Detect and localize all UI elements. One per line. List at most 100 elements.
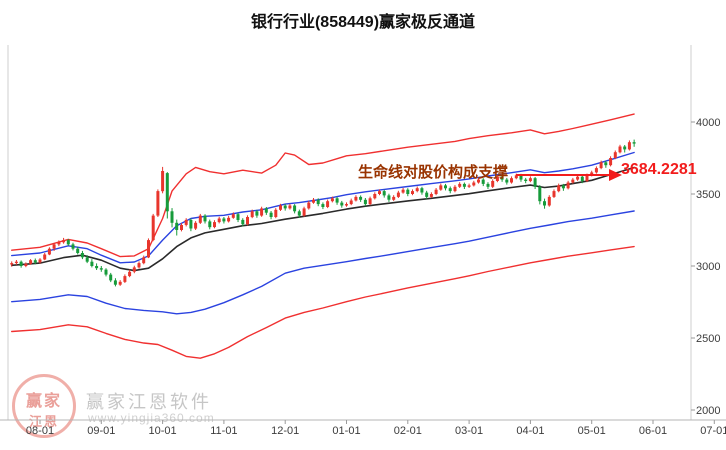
x-tick-label: 06-01 [639, 425, 667, 437]
candle-body [359, 196, 363, 200]
candle-body [552, 191, 556, 197]
candle-body [47, 248, 51, 255]
x-tick-label: 07-01 [700, 425, 726, 437]
candle-body [378, 191, 381, 194]
candle-body [189, 219, 193, 229]
candle-body [618, 146, 622, 153]
x-tick-label: 09-01 [87, 425, 115, 437]
arrow-head [609, 169, 622, 181]
x-tick-label: 02-01 [394, 425, 422, 437]
candle-body [99, 268, 103, 270]
candle-body [340, 202, 344, 206]
candle-body [104, 269, 108, 275]
candle-body [528, 178, 532, 182]
candle-body [175, 222, 179, 230]
candle-body [481, 179, 485, 184]
candle-body [312, 199, 315, 203]
candle-body [514, 175, 518, 179]
candle-body [109, 274, 113, 281]
candle-body [10, 263, 14, 265]
candle-body [71, 244, 75, 249]
candle-body [161, 171, 165, 192]
watermark-url: www.yingjia360.com [88, 411, 215, 425]
candle-body [180, 225, 183, 230]
candle-body [288, 205, 292, 209]
candle-body [274, 209, 278, 217]
candle-body [203, 215, 207, 222]
candle-body [297, 211, 301, 216]
candle-body [571, 179, 575, 183]
candle-body [566, 182, 570, 189]
candle-body [66, 240, 70, 245]
candle-body [627, 142, 631, 150]
lower-outer-line [10, 245, 635, 359]
candle-body [632, 142, 636, 144]
candle-body [227, 217, 231, 222]
candle-body [269, 212, 273, 217]
x-tick-label: 11-01 [210, 425, 237, 437]
candle-body [491, 181, 495, 187]
candle-body [368, 198, 372, 205]
candle-body [411, 191, 414, 194]
candle-body [24, 263, 28, 266]
candle-body [604, 162, 608, 166]
candle-body [156, 191, 160, 216]
candle-body [213, 222, 216, 228]
candle-body [599, 162, 603, 169]
candle-body [128, 271, 132, 277]
y-tick-label: 3000 [696, 261, 720, 273]
candle-body [594, 168, 598, 173]
candle-body [415, 188, 419, 192]
candle-body [524, 179, 528, 181]
candle-body [585, 175, 589, 182]
candle-body [623, 146, 627, 150]
candle-body [236, 214, 240, 220]
y-tick-label: 2000 [696, 405, 720, 417]
candle-body [505, 179, 509, 183]
candle-body [349, 200, 353, 205]
lifeline-value-label: 3684.2281 [621, 161, 697, 178]
candle-body [425, 192, 429, 197]
candle-body [543, 201, 546, 206]
candle-body [142, 257, 146, 264]
candle-body [85, 257, 89, 262]
candle-body [326, 201, 330, 207]
annotation-arrow-icon [516, 169, 622, 181]
x-tick-label: 04-01 [516, 425, 544, 437]
candle-body [194, 222, 198, 229]
support-annotation-text: 生命线对股价构成支撑 [358, 164, 509, 181]
candle-body [255, 211, 259, 216]
candle-body [609, 158, 613, 166]
candle-body [448, 188, 452, 192]
candle-body [52, 244, 56, 249]
candle-body [547, 196, 551, 206]
candle-body [241, 219, 245, 225]
candle-body [453, 186, 457, 192]
candle-body [557, 185, 561, 192]
candle-body [444, 185, 447, 189]
x-tick-label: 08-01 [26, 425, 54, 437]
candle-body [19, 261, 23, 266]
candle-body [335, 198, 339, 203]
candle-body [321, 204, 325, 207]
candle-body [486, 183, 490, 187]
candle-body [467, 185, 471, 187]
candle-body [510, 178, 513, 183]
chart-title: 银行行业(858449)赢家极反通道 [250, 14, 476, 31]
candle-body [392, 196, 396, 200]
candle-body [123, 276, 127, 282]
candle-body [316, 199, 320, 205]
lifeline-line [10, 166, 635, 272]
candle-body [231, 214, 235, 218]
lower-inner-line [10, 210, 635, 315]
candle-body [439, 185, 443, 190]
candle-body [198, 215, 202, 223]
candle-body [533, 178, 537, 187]
candle-body [420, 188, 424, 193]
candle-body [434, 189, 438, 194]
x-tick-label: 12-01 [271, 425, 299, 437]
candle-body [472, 182, 476, 186]
candle-body [62, 240, 66, 243]
candle-body [495, 176, 499, 181]
